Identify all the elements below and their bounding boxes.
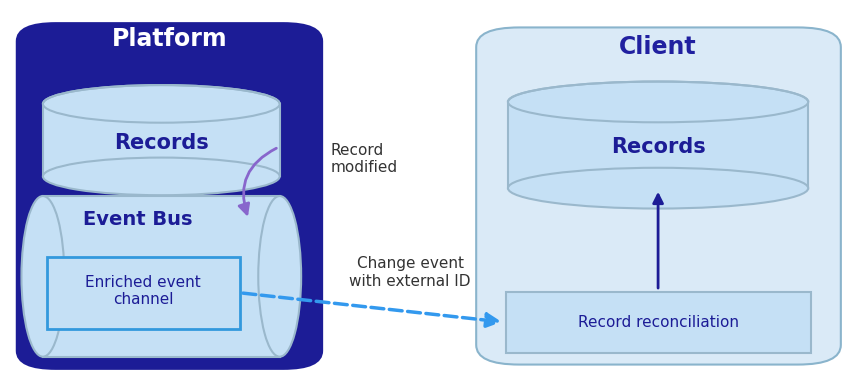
Ellipse shape	[43, 158, 280, 195]
Text: Platform: Platform	[112, 27, 227, 51]
Polygon shape	[43, 196, 280, 357]
Ellipse shape	[43, 85, 280, 123]
Ellipse shape	[508, 168, 808, 209]
Text: Record
modified: Record modified	[330, 143, 397, 175]
FancyBboxPatch shape	[506, 292, 811, 353]
FancyBboxPatch shape	[476, 27, 841, 365]
Text: Client: Client	[619, 35, 697, 59]
Ellipse shape	[258, 196, 301, 357]
Ellipse shape	[508, 82, 808, 122]
Text: Records: Records	[114, 133, 208, 153]
Polygon shape	[508, 102, 808, 188]
Text: Record reconciliation: Record reconciliation	[577, 315, 739, 330]
FancyBboxPatch shape	[47, 257, 240, 329]
Text: Records: Records	[611, 137, 705, 157]
Text: Event Bus: Event Bus	[82, 210, 192, 229]
FancyBboxPatch shape	[17, 24, 322, 368]
Text: Change event
with external ID: Change event with external ID	[349, 256, 471, 289]
FancyArrowPatch shape	[239, 148, 276, 214]
Text: Enriched event
channel: Enriched event channel	[86, 275, 201, 307]
Polygon shape	[43, 104, 280, 176]
Ellipse shape	[21, 196, 64, 357]
